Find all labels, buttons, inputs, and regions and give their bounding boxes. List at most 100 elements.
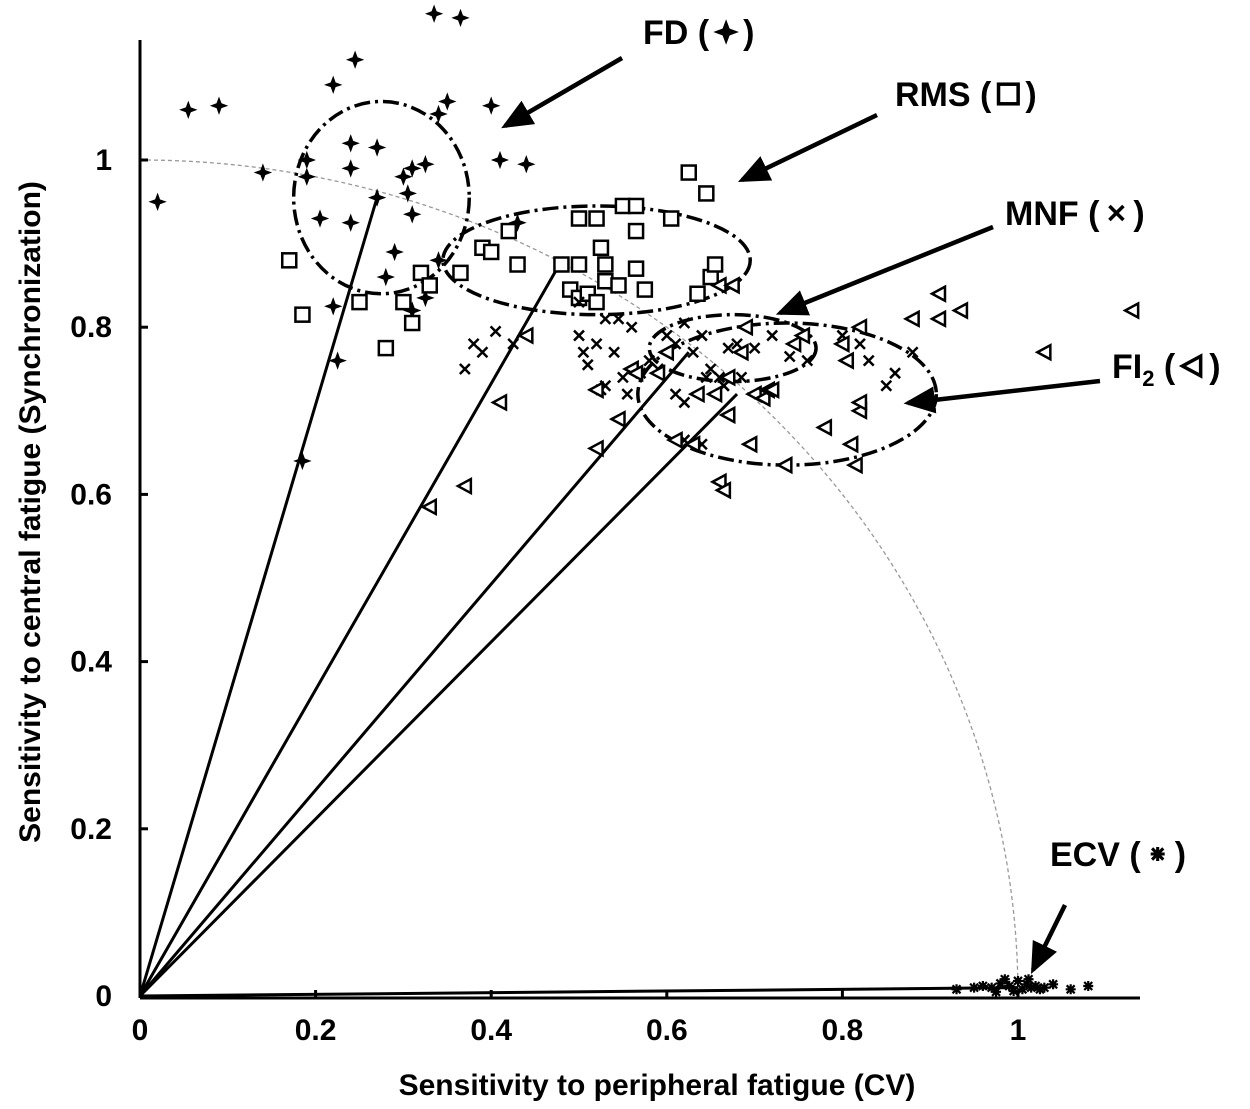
axes-layer: 0 0.2 0.4 0.6 0.8 1 0 0.2 0.4 0.6 0.8 1 Sensitivity … <box>14 40 1140 1102</box>
point-fd-15 <box>367 138 387 157</box>
y-tick-label: 0.6 <box>70 478 112 511</box>
point-mnf-41 <box>880 379 893 392</box>
point-mnf-28 <box>700 371 713 384</box>
label-mnf: MNF ( ) <box>1005 195 1145 233</box>
label-fd: FD ( ) <box>643 14 754 52</box>
annotations-layer: FD ( ) RMS ( ) MNF ( ) FI2 ( ) ECV ( ) <box>501 14 1221 975</box>
point-rms-25 <box>627 222 645 240</box>
label-marker-ecv <box>1150 847 1165 862</box>
ellipse-fd <box>291 99 472 296</box>
label-marker-glyph-rms <box>996 82 1020 106</box>
point-fi2-13 <box>687 384 705 404</box>
point-mnf-23 <box>678 317 691 329</box>
point-mnf-3 <box>489 325 502 338</box>
point-mnf-43 <box>906 346 919 359</box>
point-fd-10 <box>324 75 343 95</box>
point-rms-29 <box>680 164 697 181</box>
point-fd-8 <box>328 351 347 370</box>
point-fi2-40 <box>929 284 947 303</box>
point-rms-27 <box>636 281 654 298</box>
point-rms-34 <box>570 256 588 273</box>
point-fi2-16 <box>709 472 727 491</box>
point-fi2-41 <box>929 309 947 328</box>
point-fi2-31 <box>815 418 833 437</box>
point-mnf-14 <box>608 346 621 359</box>
point-rms-3 <box>351 293 368 311</box>
point-fd-27 <box>451 8 470 28</box>
point-fi2-21 <box>731 343 749 362</box>
point-fd-3 <box>253 163 273 182</box>
x-tick-label: 0 <box>132 1014 149 1047</box>
point-rms-2 <box>377 339 395 357</box>
point-fd-13 <box>341 159 360 178</box>
point-fi2-33 <box>837 351 855 370</box>
y-tick-label: 0.8 <box>70 311 112 344</box>
point-fi2-6 <box>608 410 626 429</box>
point-fi2-14 <box>705 384 723 404</box>
point-mnf-8 <box>625 321 638 334</box>
point-rms-6 <box>412 264 430 282</box>
point-fd-9 <box>293 451 312 471</box>
mean-vectors-layer <box>138 197 1019 998</box>
point-rms-4 <box>395 293 412 311</box>
point-fi2-38 <box>850 393 868 412</box>
point-fi2-39 <box>903 309 920 328</box>
reference-arc-layer <box>139 159 1019 997</box>
x-axis-label: Sensitivity to peripheral fatigue (CV) <box>399 1069 916 1102</box>
point-fd-23 <box>376 267 395 287</box>
y-axis-label: Sensitivity to central fatigue (Synchron… <box>14 181 47 843</box>
point-mnf-25 <box>696 329 708 342</box>
point-ecv-1 <box>969 982 980 993</box>
point-rms-31 <box>689 285 706 303</box>
point-rms-8 <box>452 264 469 282</box>
point-mnf-42 <box>889 367 901 380</box>
point-fi2-12 <box>683 435 701 454</box>
point-rms-16 <box>570 210 588 227</box>
point-mnf-47 <box>735 371 748 384</box>
label-marker-glyph-fi2 <box>1178 353 1203 379</box>
point-fd-32 <box>429 251 448 270</box>
point-ecv-13 <box>1065 984 1076 995</box>
point-mnf-24 <box>687 346 700 359</box>
point-mnf-40 <box>862 354 875 367</box>
label-marker-rms <box>996 82 1020 106</box>
point-ecv-12 <box>1039 982 1050 993</box>
point-fd-30 <box>517 155 536 174</box>
point-fi2-29 <box>784 334 802 354</box>
x-tick-label: 0.6 <box>646 1014 688 1047</box>
point-fi2-36 <box>850 318 868 337</box>
point-fd-2 <box>209 96 229 115</box>
point-rms-35 <box>592 239 610 257</box>
point-mnf-16 <box>617 371 629 384</box>
point-mnf-39 <box>854 338 866 350</box>
point-fd-26 <box>424 4 444 23</box>
point-rms-12 <box>509 256 526 273</box>
point-mnf-0 <box>458 363 471 375</box>
point-ecv-18 <box>999 974 1010 985</box>
label-marker-glyph-fd <box>713 19 739 45</box>
arrow-fd <box>501 56 624 129</box>
point-fd-17 <box>394 167 413 186</box>
point-rms-5 <box>403 314 421 332</box>
point-fd-33 <box>416 288 435 308</box>
mean-vector-mnf <box>138 351 690 997</box>
point-fi2-2 <box>490 393 508 412</box>
point-mnf-29 <box>704 363 717 375</box>
label-marker-shape-fd <box>713 19 739 45</box>
x-tick-label: 0.4 <box>470 1014 512 1047</box>
point-fd-12 <box>341 134 360 153</box>
point-fi2-30 <box>793 326 811 345</box>
point-fi2-5 <box>586 380 604 399</box>
y-tick-label: 0.2 <box>70 813 112 846</box>
point-mnf-27 <box>678 396 691 409</box>
point-mnf-2 <box>476 346 489 359</box>
point-fd-5 <box>297 167 316 186</box>
point-rms-7 <box>421 277 438 294</box>
point-fi2-3 <box>516 326 534 345</box>
label-marker-fi2 <box>1178 353 1203 379</box>
point-fi2-9 <box>648 364 666 383</box>
point-rms-23 <box>614 197 632 215</box>
point-rms-21 <box>597 272 614 290</box>
